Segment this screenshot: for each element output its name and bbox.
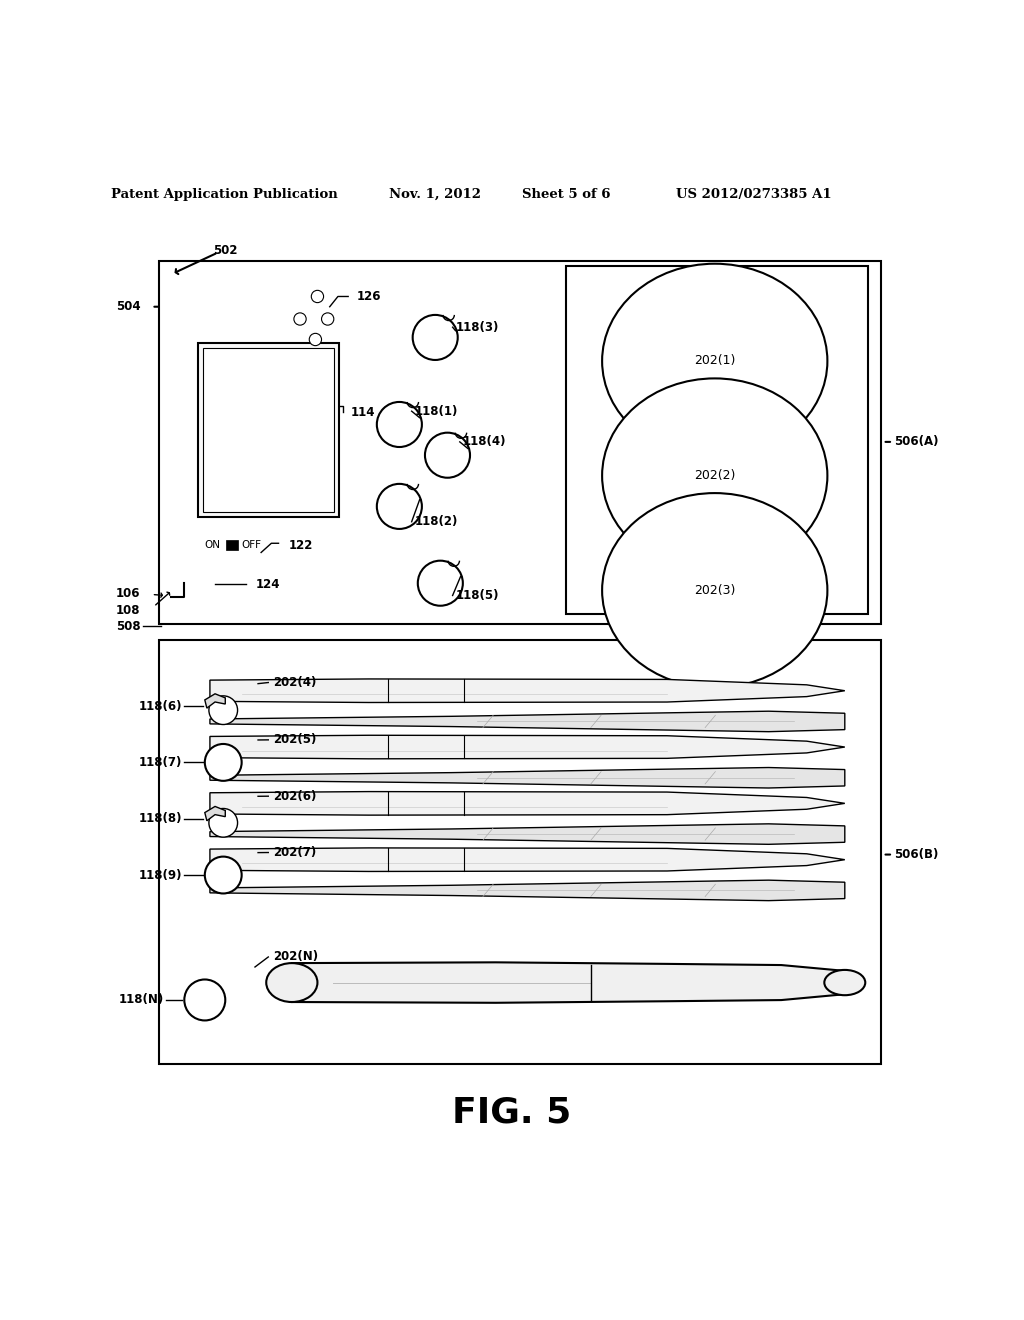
Text: 118(1): 118(1): [415, 405, 458, 417]
Bar: [159, 639, 881, 1064]
Text: 202(6): 202(6): [273, 789, 316, 803]
Circle shape: [184, 979, 225, 1020]
Text: 508: 508: [116, 619, 140, 632]
Text: 106: 106: [116, 587, 140, 599]
Circle shape: [425, 433, 470, 478]
Text: 114: 114: [350, 405, 375, 418]
Text: 118(6): 118(6): [139, 700, 182, 713]
Text: US 2012/0273385 A1: US 2012/0273385 A1: [676, 187, 831, 201]
Circle shape: [205, 744, 242, 781]
Circle shape: [209, 696, 238, 725]
Text: 506(B): 506(B): [894, 847, 938, 861]
Text: 504: 504: [116, 300, 140, 313]
Text: 202(4): 202(4): [273, 676, 316, 689]
Bar: [198, 343, 339, 516]
Ellipse shape: [824, 970, 865, 995]
Bar: [226, 540, 238, 550]
Ellipse shape: [602, 494, 827, 688]
Text: 118(4): 118(4): [463, 436, 506, 449]
Circle shape: [294, 313, 306, 325]
Text: ON: ON: [204, 540, 220, 550]
Text: 202(3): 202(3): [694, 583, 735, 597]
Text: 118(9): 118(9): [139, 869, 182, 882]
Text: 124: 124: [256, 578, 281, 591]
Polygon shape: [205, 694, 225, 708]
Text: Patent Application Publication: Patent Application Publication: [111, 187, 337, 201]
Text: 118(5): 118(5): [456, 589, 499, 602]
Polygon shape: [210, 824, 845, 845]
Text: 502: 502: [213, 244, 238, 257]
Text: 202(5): 202(5): [273, 734, 316, 746]
Polygon shape: [210, 767, 845, 788]
Text: 118(2): 118(2): [415, 515, 458, 528]
Circle shape: [311, 290, 324, 302]
Circle shape: [205, 857, 242, 894]
Polygon shape: [210, 792, 845, 816]
Bar: [566, 265, 868, 614]
Circle shape: [377, 484, 422, 529]
Text: Sheet 5 of 6: Sheet 5 of 6: [522, 187, 610, 201]
Text: Nov. 1, 2012: Nov. 1, 2012: [389, 187, 481, 201]
Text: 118(N): 118(N): [119, 994, 164, 1006]
Circle shape: [209, 808, 238, 837]
Text: 108: 108: [116, 605, 140, 618]
Circle shape: [377, 403, 422, 447]
Text: 506(A): 506(A): [894, 436, 938, 449]
Text: 118(7): 118(7): [139, 756, 182, 768]
Polygon shape: [210, 735, 845, 759]
Text: 202(1): 202(1): [694, 355, 735, 367]
Ellipse shape: [266, 964, 317, 1002]
Bar: [159, 260, 881, 624]
Text: 118(8): 118(8): [139, 812, 182, 825]
Circle shape: [309, 334, 322, 346]
Text: 126: 126: [356, 290, 381, 304]
Text: 202(N): 202(N): [273, 950, 318, 964]
Ellipse shape: [602, 379, 827, 573]
Polygon shape: [210, 678, 845, 702]
Bar: [203, 347, 334, 512]
Circle shape: [413, 315, 458, 360]
Polygon shape: [210, 880, 845, 900]
Ellipse shape: [602, 264, 827, 458]
Text: FIG. 5: FIG. 5: [453, 1096, 571, 1130]
Circle shape: [322, 313, 334, 325]
Polygon shape: [292, 962, 845, 1003]
Text: 122: 122: [289, 539, 313, 552]
Polygon shape: [210, 847, 845, 871]
Polygon shape: [210, 711, 845, 731]
Polygon shape: [205, 807, 225, 821]
Text: OFF: OFF: [241, 540, 261, 550]
Text: 202(2): 202(2): [694, 469, 735, 482]
Text: 118(3): 118(3): [456, 321, 499, 334]
Circle shape: [418, 561, 463, 606]
Text: 202(7): 202(7): [273, 846, 316, 859]
